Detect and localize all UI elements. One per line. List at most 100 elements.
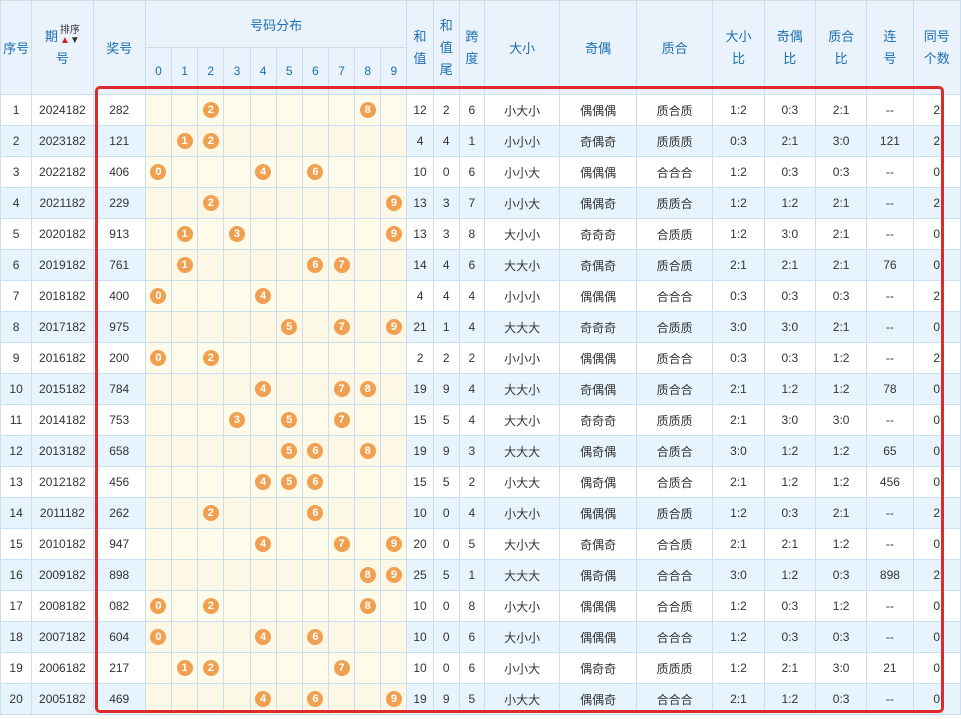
digit-cell: 8 [354,94,382,126]
digit-ball: 8 [359,381,376,397]
cell-number: 217 [92,652,146,684]
cell-size: 小小小 [483,342,561,374]
cell-size: 大大小 [483,373,561,405]
sort-toggle[interactable]: 排序 ▲▼ [59,24,80,46]
header-period[interactable]: 期排序 ▲▼ 号 [31,0,94,95]
cell-span: 3 [458,435,485,467]
digit-cell: 4 [249,683,277,715]
digit-cell [197,559,225,591]
cell-seq: 9 [0,342,33,374]
cell-size: 小大大 [483,466,561,498]
digit-cell [144,125,173,157]
cell-period: 2008182 [31,590,94,622]
sort-up-icon[interactable]: ▲ [59,34,70,46]
cell-seq: 12 [0,435,33,467]
digit-ball: 4 [255,536,272,552]
cell-span: 8 [458,590,485,622]
digit-cell [197,435,225,467]
digit-cell [223,187,251,219]
cell-same-count: 0 [912,590,961,622]
digit-ball: 0 [150,629,167,645]
cell-same-count: 2 [912,94,961,126]
digit-ball: 5 [281,474,298,490]
cell-seq: 20 [0,683,33,715]
cell-sum-tail: 3 [432,218,460,250]
cell-sum: 10 [406,156,434,188]
digit-cell: 9 [380,559,408,591]
cell-same-count: 0 [912,404,961,436]
digit-ball: 6 [307,474,324,490]
digit-ball: 0 [150,598,167,614]
digit-cell [327,156,356,188]
cell-number: 406 [92,156,146,188]
cell-seq: 6 [0,249,33,281]
cell-sum: 10 [406,497,434,529]
digit-ball: 8 [359,567,376,583]
digit-cell: 8 [354,373,382,405]
digit-cell: 5 [275,435,303,467]
sort-label: 排序 [59,24,80,36]
cell-primecomp-ratio: 2:1 [814,497,868,529]
cell-span: 5 [458,683,485,715]
digit-cell: 6 [301,435,329,467]
cell-number: 975 [92,311,146,343]
cell-size-ratio: 1:2 [712,156,765,188]
cell-oddeven: 偶偶奇 [559,683,637,715]
cell-same-count: 0 [912,528,961,560]
digit-cell [197,280,225,312]
digit-cell [171,683,199,715]
digit-cell [380,156,408,188]
cell-period: 2020182 [31,218,94,250]
digit-ball: 5 [281,443,298,459]
cell-span: 2 [458,342,485,374]
cell-same-count: 2 [912,497,961,529]
sort-down-icon[interactable]: ▼ [69,34,80,46]
digit-ball: 9 [385,319,402,335]
digit-ball: 9 [385,691,402,707]
cell-primecomp: 质质质 [635,125,714,157]
digit-ball: 4 [255,288,272,304]
cell-period: 2016182 [31,342,94,374]
cell-period: 2012182 [31,466,94,498]
cell-sum-tail: 4 [432,125,460,157]
header-consecutive: 连号 [866,0,914,95]
digit-cell: 0 [144,280,173,312]
cell-oddeven-ratio: 3:0 [763,404,816,436]
table-row: 2 2023182 121 1 2 4 4 1 小小小 奇偶奇 质质质 0:3 2:1 3:0 121 2 [0,125,961,157]
cell-sum: 15 [406,466,434,498]
cell-span: 1 [458,125,485,157]
cell-span: 5 [458,528,485,560]
table-row: 8 2017182 975 5 7 9 21 1 4 大大大 奇奇奇 合质质 3:0 3:0 2:1 -- 0 [0,311,961,343]
cell-primecomp: 质质质 [635,404,714,436]
digit-cell [144,683,173,715]
cell-number: 753 [92,404,146,436]
digit-cell: 5 [275,466,303,498]
cell-size-ratio: 0:3 [712,280,765,312]
table-row: 13 2012182 456 4 5 6 15 5 2 小大大 偶奇偶 合质合 2:1 1:2 1:2 456… [0,466,961,498]
digit-cell [380,280,408,312]
header-period-label-b: 号 [55,50,69,66]
cell-size-ratio: 2:1 [712,528,765,560]
cell-consecutive: -- [866,311,914,343]
cell-primecomp-ratio: 2:1 [814,218,868,250]
digit-cell: 2 [197,590,225,622]
cell-oddeven: 奇偶偶 [559,373,637,405]
digit-cell [144,249,173,281]
digit-cell [223,621,251,653]
digit-cell [327,125,356,157]
digit-cell [223,280,251,312]
cell-sum: 19 [406,683,434,715]
digit-cell [301,528,329,560]
digit-cell: 5 [275,311,303,343]
cell-span: 6 [458,621,485,653]
cell-primecomp: 合质质 [635,311,714,343]
cell-sum-tail: 0 [432,156,460,188]
cell-span: 4 [458,497,485,529]
digit-cell [301,373,329,405]
cell-sum: 19 [406,435,434,467]
digit-ball: 7 [333,319,350,335]
cell-consecutive: 76 [866,249,914,281]
digit-cell [275,497,303,529]
digit-cell [197,311,225,343]
